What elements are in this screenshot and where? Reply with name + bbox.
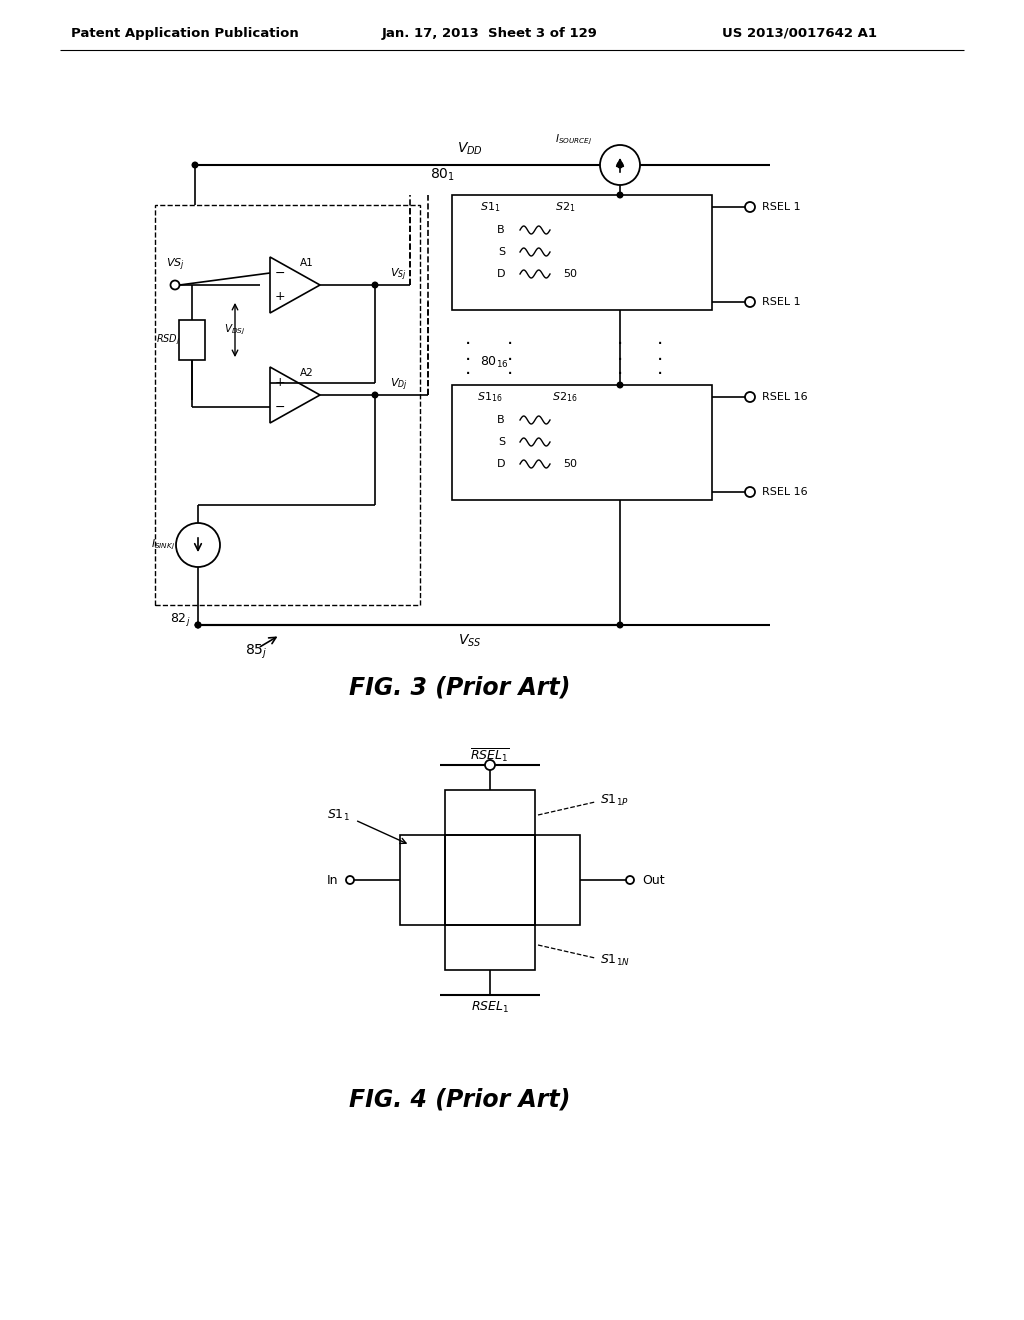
Bar <box>445 789 535 836</box>
Bar <box>445 836 535 925</box>
Text: $V_{Dj}$: $V_{Dj}$ <box>390 376 408 393</box>
Text: FIG. 3 (Prior Art): FIG. 3 (Prior Art) <box>349 675 570 700</box>
Text: $80_{16}$: $80_{16}$ <box>480 355 509 370</box>
Text: B: B <box>498 414 505 425</box>
Text: $S1_{1P}$: $S1_{1P}$ <box>600 792 629 808</box>
Bar <box>155 205 420 605</box>
Text: ·: · <box>465 335 471 355</box>
Text: ·: · <box>507 351 513 370</box>
Text: $V_{Sj}$: $V_{Sj}$ <box>390 267 407 284</box>
Text: ·: · <box>656 335 664 355</box>
Text: A2: A2 <box>300 368 314 378</box>
Circle shape <box>191 161 199 169</box>
Circle shape <box>176 523 220 568</box>
Text: ·: · <box>465 351 471 370</box>
Circle shape <box>372 281 379 289</box>
Circle shape <box>745 297 755 308</box>
Circle shape <box>195 622 202 628</box>
Text: −: − <box>274 400 286 413</box>
Text: RSEL 1: RSEL 1 <box>762 202 801 213</box>
Text: 50: 50 <box>563 459 577 469</box>
Text: $S2_1$: $S2_1$ <box>555 201 575 214</box>
Circle shape <box>600 145 640 185</box>
Bar <box>179 319 205 360</box>
Text: ·: · <box>616 335 624 355</box>
Text: RSEL 16: RSEL 16 <box>762 392 808 403</box>
Text: US 2013/0017642 A1: US 2013/0017642 A1 <box>723 26 878 40</box>
Text: In: In <box>327 874 338 887</box>
Bar <box>400 836 445 925</box>
Bar <box>452 385 712 500</box>
Circle shape <box>616 191 624 198</box>
Text: $RSEL_1$: $RSEL_1$ <box>471 999 509 1015</box>
Text: RSEL 1: RSEL 1 <box>762 297 801 308</box>
Text: ·: · <box>656 351 664 370</box>
Circle shape <box>626 876 634 884</box>
Bar <box>535 836 580 925</box>
Text: Jan. 17, 2013  Sheet 3 of 129: Jan. 17, 2013 Sheet 3 of 129 <box>382 26 598 40</box>
Text: A1: A1 <box>300 257 314 268</box>
Circle shape <box>616 622 624 628</box>
Circle shape <box>195 622 202 628</box>
Text: ·: · <box>507 335 513 355</box>
Text: FIG. 4 (Prior Art): FIG. 4 (Prior Art) <box>349 1088 570 1111</box>
Circle shape <box>745 202 755 213</box>
Bar <box>452 195 712 310</box>
Bar <box>445 925 535 970</box>
Text: ·: · <box>656 366 664 384</box>
Text: $80_1$: $80_1$ <box>430 166 455 183</box>
Text: $RSD_j$: $RSD_j$ <box>156 333 180 347</box>
Circle shape <box>616 161 624 169</box>
Text: B: B <box>498 224 505 235</box>
Circle shape <box>616 381 624 388</box>
Text: $82_j$: $82_j$ <box>170 611 190 628</box>
Text: $\overline{RSEL_1}$: $\overline{RSEL_1}$ <box>470 746 510 764</box>
Circle shape <box>346 876 354 884</box>
Text: S: S <box>498 247 505 257</box>
Text: Out: Out <box>642 874 665 887</box>
Text: D: D <box>497 459 505 469</box>
Text: $S1_{1N}$: $S1_{1N}$ <box>600 953 630 968</box>
Text: $S1_{16}$: $S1_{16}$ <box>477 391 503 404</box>
Text: D: D <box>497 269 505 279</box>
Text: +: + <box>274 376 286 389</box>
Circle shape <box>171 281 179 289</box>
Text: $V_{DD}$: $V_{DD}$ <box>457 141 483 157</box>
Text: Patent Application Publication: Patent Application Publication <box>71 26 299 40</box>
Text: S: S <box>498 437 505 447</box>
Circle shape <box>745 487 755 498</box>
Text: $I_{SOURCEj}$: $I_{SOURCEj}$ <box>555 133 592 148</box>
Text: $85_j$: $85_j$ <box>245 643 267 661</box>
Text: $S1_1$: $S1_1$ <box>328 808 350 822</box>
Circle shape <box>745 392 755 403</box>
Text: ·: · <box>465 366 471 384</box>
Text: 50: 50 <box>563 269 577 279</box>
Text: ·: · <box>616 366 624 384</box>
Text: −: − <box>274 267 286 280</box>
Text: RSEL 16: RSEL 16 <box>762 487 808 498</box>
Text: $V_{SS}$: $V_{SS}$ <box>458 632 481 649</box>
Text: $V_{DSj}$: $V_{DSj}$ <box>224 323 246 337</box>
Text: $VS_j$: $VS_j$ <box>166 257 184 273</box>
Text: +: + <box>274 290 286 304</box>
Circle shape <box>485 760 495 770</box>
Text: $S1_1$: $S1_1$ <box>480 201 501 214</box>
Text: ·: · <box>616 351 624 370</box>
Text: ·: · <box>507 366 513 384</box>
Text: $I_{SINKj}$: $I_{SINKj}$ <box>151 537 175 552</box>
Text: $S2_{16}$: $S2_{16}$ <box>552 391 578 404</box>
Circle shape <box>372 392 379 399</box>
